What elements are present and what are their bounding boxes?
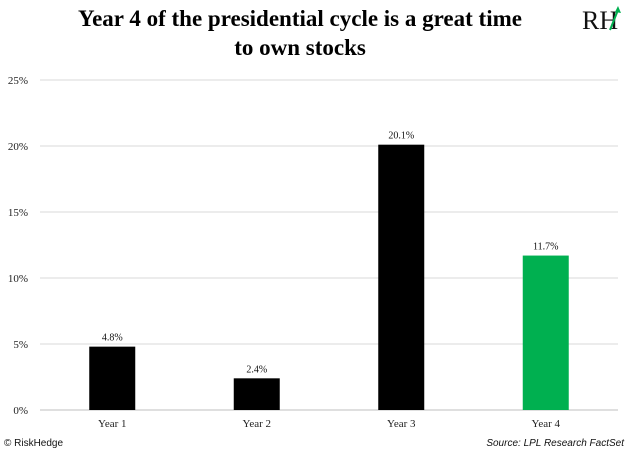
bars — [89, 144, 569, 410]
data-label: 4.8% — [102, 333, 123, 344]
bar — [233, 378, 280, 410]
copyright-text: © RiskHedge — [4, 438, 64, 449]
chart-title-line-1: Year 4 of the presidential cycle is a gr… — [78, 6, 522, 31]
y-tick-label: 10% — [8, 273, 28, 285]
chart-title: Year 4 of the presidential cycle is a gr… — [40, 4, 560, 62]
y-tick-label: 5% — [13, 339, 28, 351]
data-label: 11.7% — [533, 242, 558, 253]
data-label: 20.1% — [388, 131, 414, 142]
y-tick-label: 20% — [8, 141, 28, 153]
x-tick-label: Year 4 — [531, 418, 560, 430]
y-tick-label: 25% — [8, 75, 28, 87]
x-axis-tick-labels: Year 1 Year 2 Year 3 Year 4 — [98, 418, 561, 430]
source-text: Source: LPL Research FactSet — [486, 438, 624, 449]
x-tick-label: Year 2 — [242, 418, 271, 430]
chart-title-line-2: to own stocks — [234, 35, 366, 60]
bar — [522, 255, 569, 410]
y-axis-tick-labels: 0% 5% 10% 15% 20% 25% — [8, 75, 28, 417]
bar — [378, 144, 425, 410]
grid-lines — [40, 79, 618, 411]
x-tick-label: Year 1 — [98, 418, 127, 430]
x-tick-label: Year 3 — [387, 418, 416, 430]
y-tick-label: 0% — [13, 405, 28, 417]
logo-text: RH — [582, 6, 618, 34]
risk-hedge-logo: RH — [582, 6, 621, 34]
bar — [89, 346, 136, 410]
data-labels: 4.8% 2.4% 20.1% 11.7% — [102, 131, 559, 376]
data-label: 2.4% — [246, 364, 267, 375]
y-tick-label: 15% — [8, 207, 28, 219]
